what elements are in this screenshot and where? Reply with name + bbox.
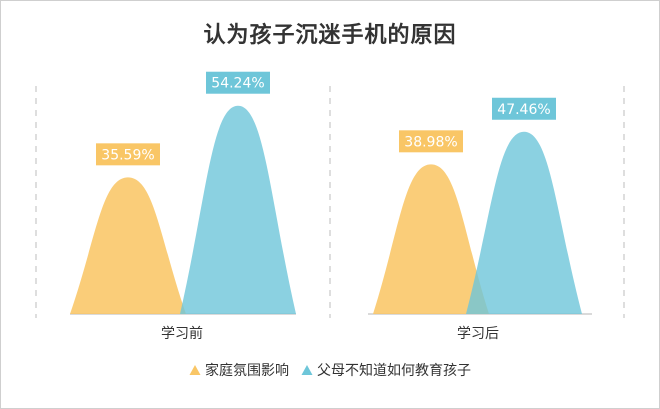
value-label-box-1-0: [206, 71, 270, 94]
value-label-box-1-1: [492, 97, 556, 120]
legend-label: 家庭氛围影响: [205, 363, 289, 379]
legend-label: 父母不知道如何教育孩子: [317, 363, 471, 379]
value-label-box-0-0: [96, 143, 160, 166]
triangle-icon: [301, 365, 313, 375]
peak-1-1: [466, 131, 582, 314]
triangle-icon: [189, 365, 201, 375]
value-label-1-1: 47.46%: [497, 102, 550, 118]
value-label-0-1: 38.98%: [404, 134, 457, 150]
value-label-0-0: 35.59%: [101, 147, 154, 163]
peak-0-0: [70, 177, 186, 314]
legend-item-family-atmosphere[interactable]: 家庭氛围影响: [189, 360, 289, 380]
legend: 家庭氛围影响 父母不知道如何教育孩子: [0, 360, 660, 380]
peak-1-0: [180, 105, 296, 314]
chart-title: 认为孩子沉迷手机的原因: [203, 23, 457, 48]
x-tick-label-before: 学习前: [161, 325, 203, 342]
x-tick-label-after: 学习后: [457, 326, 499, 342]
value-label-box-0-1: [399, 130, 463, 153]
legend-item-parents-dont-know[interactable]: 父母不知道如何教育孩子: [301, 360, 471, 380]
value-label-1-0: 54.24%: [211, 76, 264, 92]
peak-0-1: [373, 164, 489, 314]
